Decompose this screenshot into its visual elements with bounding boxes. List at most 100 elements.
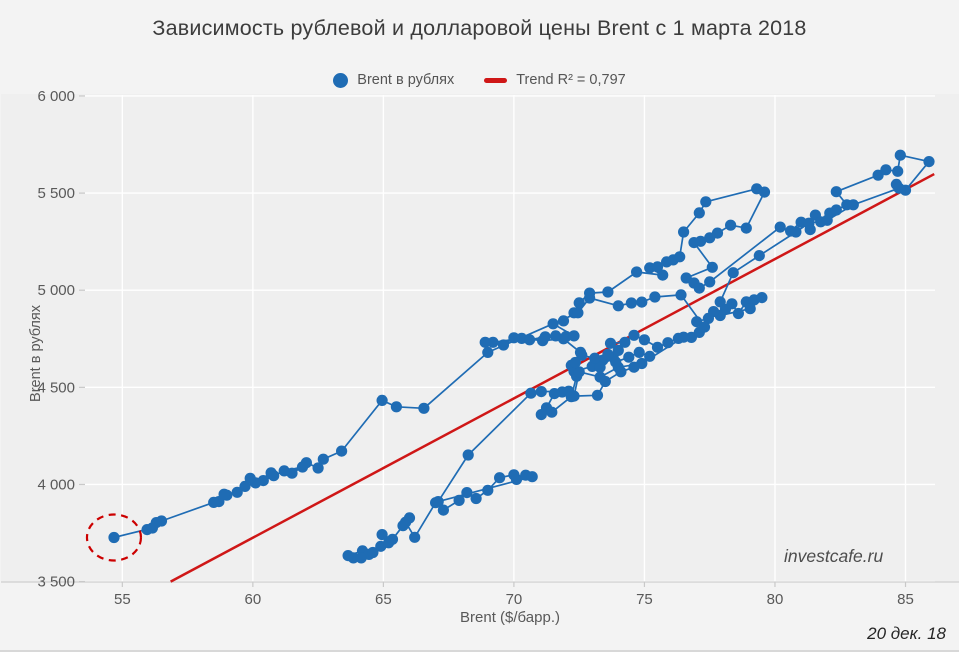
data-point[interactable] — [208, 496, 220, 508]
legend-item-trend[interactable]: Trend R² = 0,797 — [484, 72, 626, 88]
data-point[interactable] — [830, 204, 842, 216]
data-point[interactable] — [923, 156, 935, 168]
data-point[interactable] — [678, 226, 690, 238]
data-point[interactable] — [674, 251, 686, 263]
data-point[interactable] — [706, 261, 718, 273]
data-point[interactable] — [569, 356, 581, 369]
data-point[interactable] — [462, 449, 474, 461]
data-point[interactable] — [644, 350, 656, 362]
data-point[interactable] — [400, 516, 412, 528]
data-point[interactable] — [376, 529, 388, 541]
data-point[interactable] — [615, 366, 627, 378]
data-point[interactable] — [437, 504, 449, 516]
data-point[interactable] — [604, 337, 617, 349]
data-point[interactable] — [146, 522, 158, 534]
data-point[interactable] — [740, 222, 752, 234]
data-point[interactable] — [482, 484, 494, 496]
data-point[interactable] — [548, 388, 561, 400]
data-point[interactable] — [218, 488, 230, 500]
data-point[interactable] — [568, 330, 580, 342]
data-point[interactable] — [390, 401, 402, 413]
data-point[interactable] — [753, 250, 765, 262]
data-point[interactable] — [619, 336, 631, 348]
data-point[interactable] — [231, 486, 243, 498]
data-point[interactable] — [744, 303, 756, 315]
data-point[interactable] — [376, 394, 388, 406]
data-point[interactable] — [678, 331, 690, 343]
data-point[interactable] — [574, 346, 587, 358]
data-point[interactable] — [278, 465, 290, 477]
data-point[interactable] — [599, 375, 611, 388]
data-point[interactable] — [880, 164, 892, 176]
data-point[interactable] — [821, 214, 833, 226]
data-point[interactable] — [312, 462, 324, 474]
data-point[interactable] — [657, 269, 669, 281]
data-point[interactable] — [239, 480, 251, 492]
data-point[interactable] — [727, 267, 739, 279]
data-point[interactable] — [432, 496, 444, 508]
data-point[interactable] — [602, 286, 614, 298]
data-point[interactable] — [557, 315, 570, 327]
series-markers[interactable] — [108, 149, 935, 564]
data-point[interactable] — [535, 386, 547, 398]
data-point[interactable] — [470, 492, 482, 505]
data-point[interactable] — [693, 282, 705, 294]
data-point[interactable] — [409, 531, 421, 543]
data-point[interactable] — [612, 300, 624, 312]
data-point[interactable] — [108, 531, 120, 544]
data-point[interactable] — [584, 292, 596, 304]
data-point[interactable] — [539, 331, 551, 343]
trend-line[interactable] — [170, 172, 935, 583]
data-point[interactable] — [602, 348, 614, 360]
data-point[interactable] — [698, 321, 711, 333]
data-point[interactable] — [636, 296, 648, 308]
data-point[interactable] — [662, 337, 674, 349]
data-point[interactable] — [497, 339, 510, 351]
data-point[interactable] — [830, 186, 842, 198]
data-point[interactable] — [638, 334, 651, 346]
data-point[interactable] — [790, 226, 802, 238]
data-point[interactable] — [367, 546, 379, 559]
data-point[interactable] — [651, 261, 664, 273]
data-point[interactable] — [704, 276, 716, 288]
data-point[interactable] — [546, 406, 558, 418]
data-point[interactable] — [894, 149, 906, 161]
data-point[interactable] — [547, 318, 559, 330]
data-point[interactable] — [524, 334, 536, 346]
data-point[interactable] — [623, 351, 635, 363]
data-point[interactable] — [573, 366, 585, 378]
data-point[interactable] — [508, 332, 520, 344]
data-point[interactable] — [317, 453, 329, 465]
data-point[interactable] — [651, 341, 664, 353]
data-point[interactable] — [461, 487, 473, 499]
data-point[interactable] — [628, 361, 640, 373]
data-point[interactable] — [725, 219, 737, 231]
data-point[interactable] — [296, 461, 309, 473]
data-point[interactable] — [342, 550, 354, 562]
data-point[interactable] — [355, 552, 367, 564]
data-point[interactable] — [510, 473, 523, 485]
data-point[interactable] — [693, 207, 705, 219]
data-point[interactable] — [487, 336, 499, 348]
data-point[interactable] — [675, 289, 687, 301]
data-point[interactable] — [702, 312, 715, 324]
data-point[interactable] — [525, 387, 537, 399]
data-point[interactable] — [872, 169, 884, 181]
data-point[interactable] — [418, 402, 430, 414]
data-point[interactable] — [386, 533, 399, 545]
data-point[interactable] — [453, 494, 465, 506]
data-point[interactable] — [774, 221, 786, 233]
data-point[interactable] — [892, 165, 904, 177]
data-point[interactable] — [535, 409, 547, 421]
data-point[interactable] — [633, 346, 645, 358]
data-point[interactable] — [758, 186, 771, 198]
data-point[interactable] — [691, 316, 703, 328]
data-point[interactable] — [265, 467, 277, 479]
data-point[interactable] — [628, 329, 640, 341]
data-point[interactable] — [336, 445, 348, 457]
data-point[interactable] — [594, 361, 606, 373]
data-point[interactable] — [688, 237, 700, 249]
data-point[interactable] — [568, 390, 580, 402]
data-point[interactable] — [803, 217, 815, 229]
